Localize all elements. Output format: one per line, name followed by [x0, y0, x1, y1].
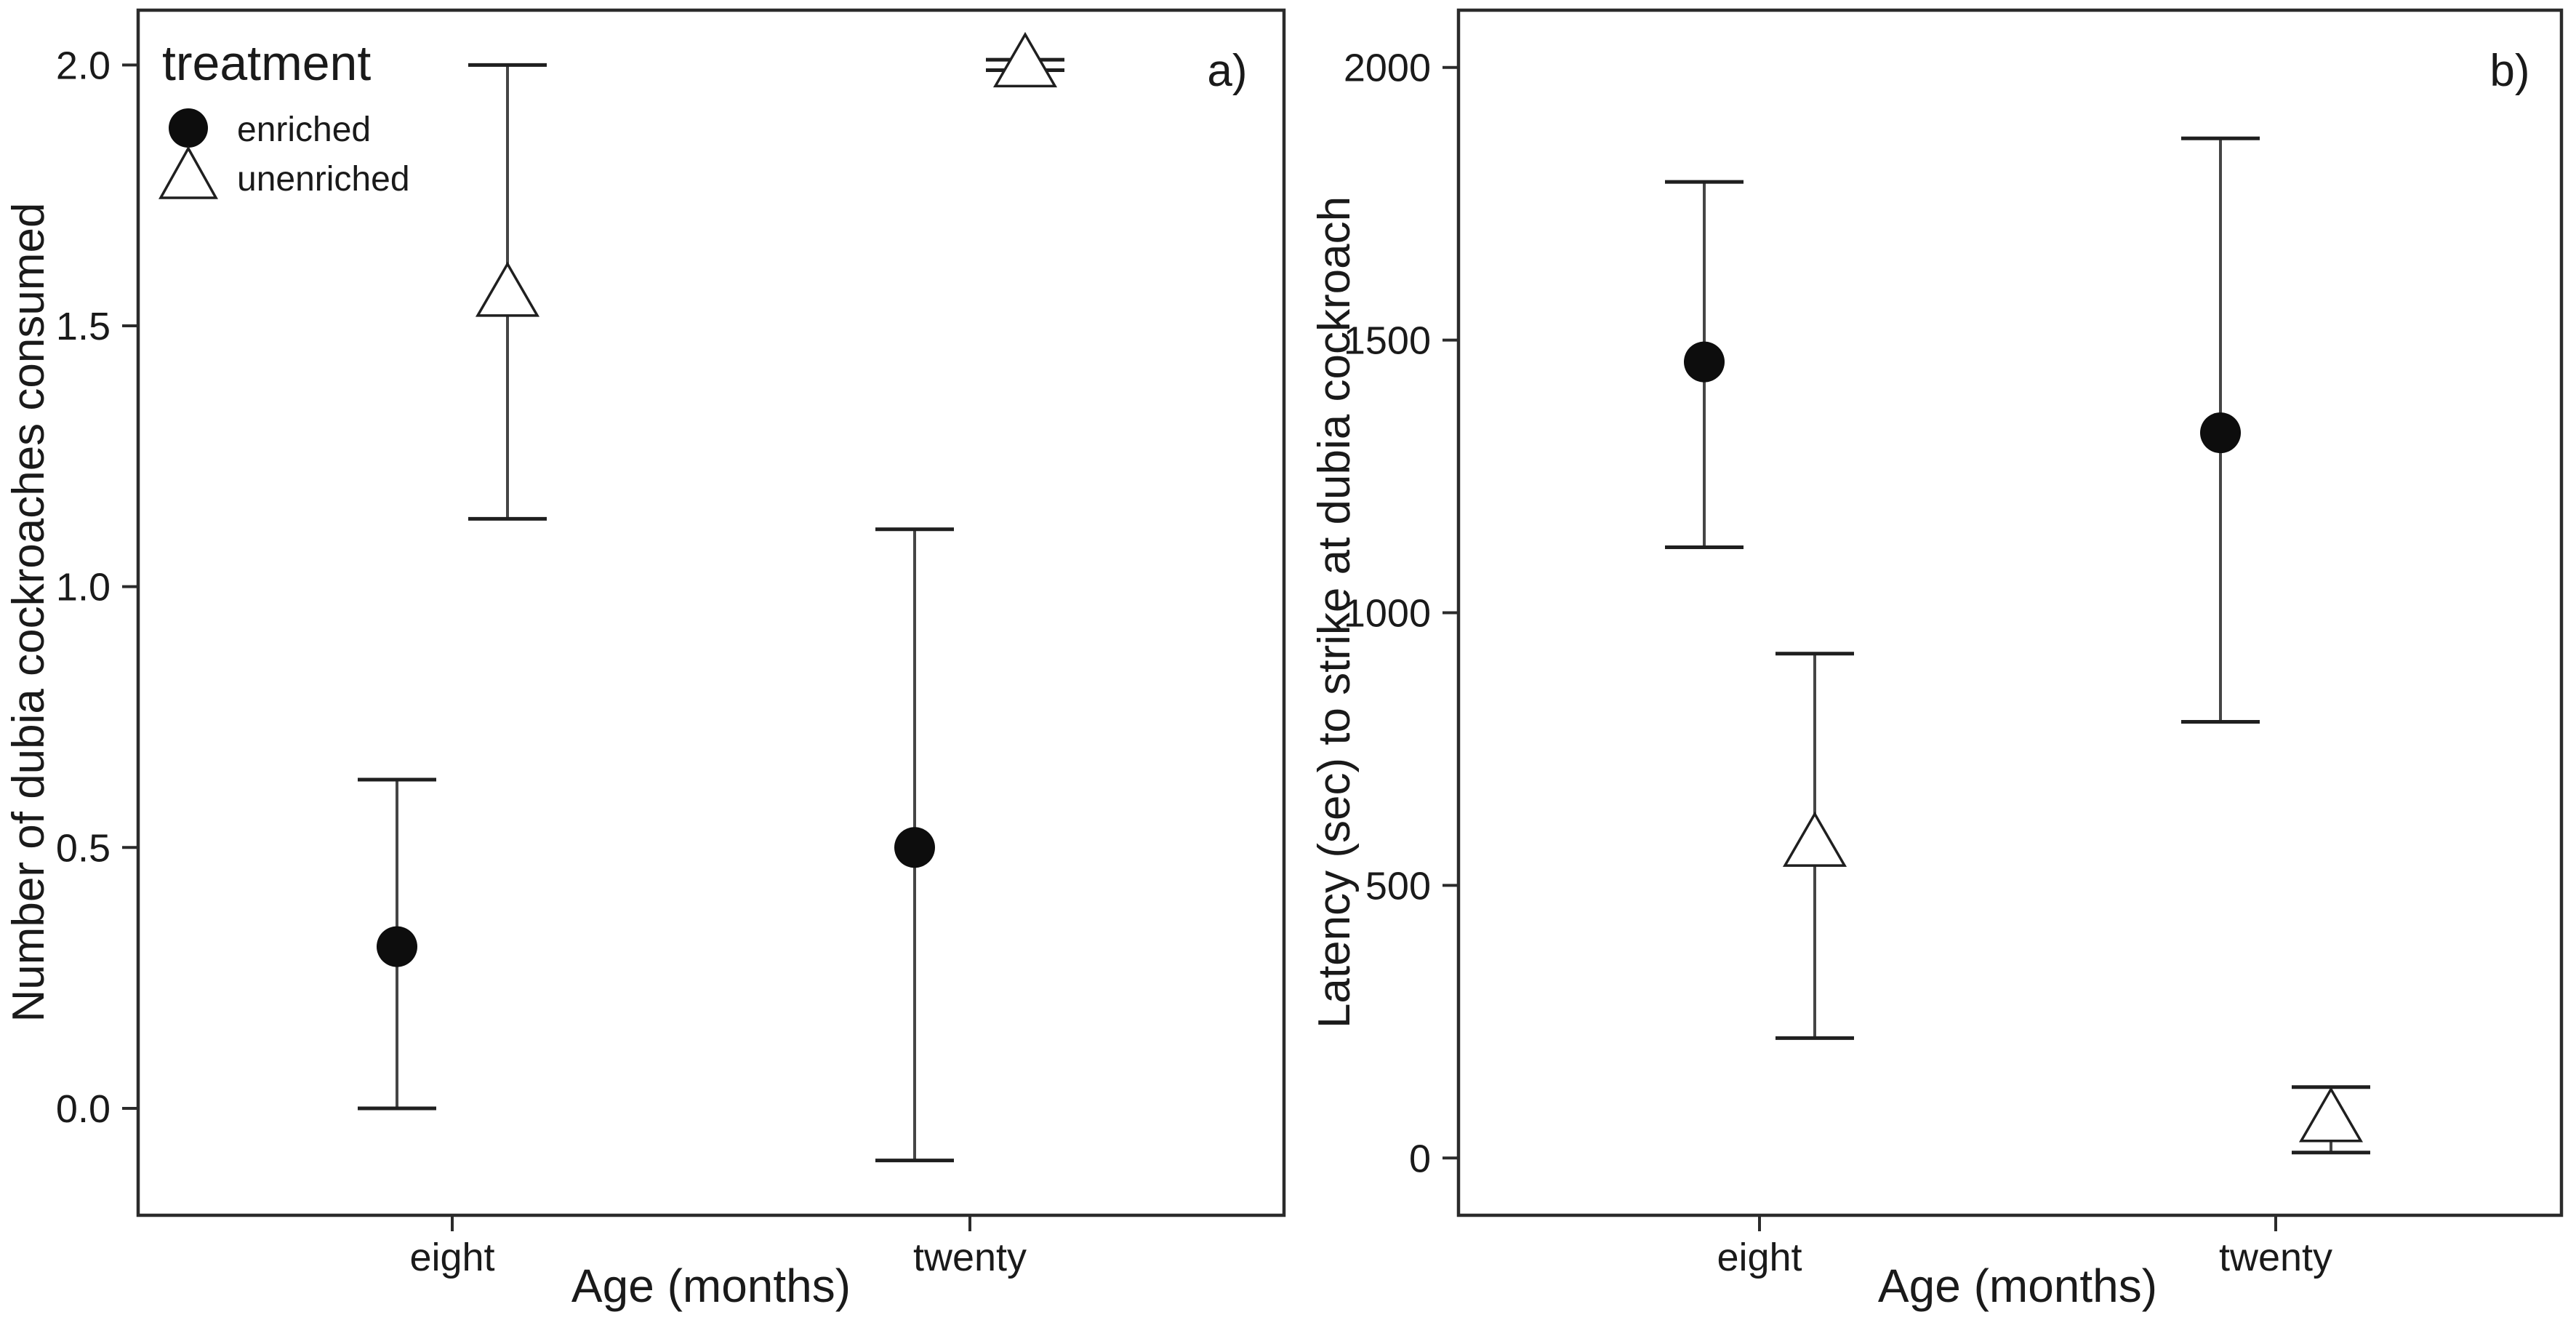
panel-a-y-axis-title: Number of dubia cockroaches consumed — [4, 203, 54, 1023]
y-tick-label: 1.5 — [56, 305, 111, 348]
open-triangle-icon — [159, 145, 218, 199]
panel-b-x-axis-ticks: eight twenty — [1717, 1215, 2332, 1279]
y-tick-label: 2000 — [1344, 47, 1431, 90]
panel-a-data-points — [358, 31, 1064, 1163]
legend-item-enriched-label: enriched — [237, 111, 371, 149]
panel-a: 0.0 0.5 1.0 1.5 2.0 eight twenty Number of du… — [4, 8, 1286, 1312]
panel-b-label: b) — [2489, 46, 2529, 96]
panel-a-y-axis-ticks: 0.0 0.5 1.0 1.5 2.0 — [56, 44, 138, 1131]
panel-b-y-axis-title: Latency (sec) to strike at dubia cockroa… — [1309, 196, 1360, 1028]
y-tick-label: 0 — [1409, 1137, 1431, 1180]
data-point-filled-circle — [894, 827, 935, 868]
x-tick-label: eight — [1717, 1236, 1802, 1279]
y-tick-label: 0.5 — [56, 826, 111, 870]
panel-b: 0 500 1000 1500 2000 eight twenty Latency (se… — [1309, 8, 2564, 1312]
panel-b-data-points — [1665, 136, 2370, 1155]
data-point-open-triangle — [475, 261, 540, 317]
y-tick-label: 1500 — [1344, 319, 1431, 363]
legend-title: treatment — [162, 36, 371, 91]
data-point-filled-circle — [1684, 341, 1725, 383]
filled-circle-icon — [169, 108, 208, 148]
panel-a-x-axis-ticks: eight twenty — [409, 1215, 1027, 1279]
panel-b-x-axis-title: Age (months) — [1878, 1260, 2157, 1312]
data-point-open-triangle — [992, 31, 1058, 88]
y-tick-label: 0.0 — [56, 1087, 111, 1131]
panel-b-y-axis-ticks: 0 500 1000 1500 2000 — [1344, 47, 1458, 1180]
data-point-open-triangle — [2298, 1087, 2364, 1143]
y-tick-label: 1000 — [1344, 592, 1431, 636]
data-point-open-triangle — [1782, 811, 1847, 867]
x-tick-label: eight — [409, 1236, 494, 1279]
panel-a-x-axis-title: Age (months) — [571, 1260, 851, 1312]
data-point-filled-circle — [377, 926, 417, 967]
data-point-filled-circle — [2200, 412, 2241, 454]
panel-a-border — [136, 8, 1286, 1217]
legend-item-unenriched-label: unenriched — [237, 160, 410, 199]
panel-a-label: a) — [1207, 46, 1247, 96]
y-tick-label: 1.0 — [56, 566, 111, 609]
y-tick-label: 500 — [1365, 864, 1431, 908]
legend: treatment enriched unenriched — [159, 36, 410, 199]
y-tick-label: 2.0 — [56, 44, 111, 87]
x-tick-label: twenty — [913, 1236, 1027, 1279]
x-tick-label: twenty — [2219, 1236, 2332, 1279]
panel-b-border — [1456, 8, 2564, 1217]
